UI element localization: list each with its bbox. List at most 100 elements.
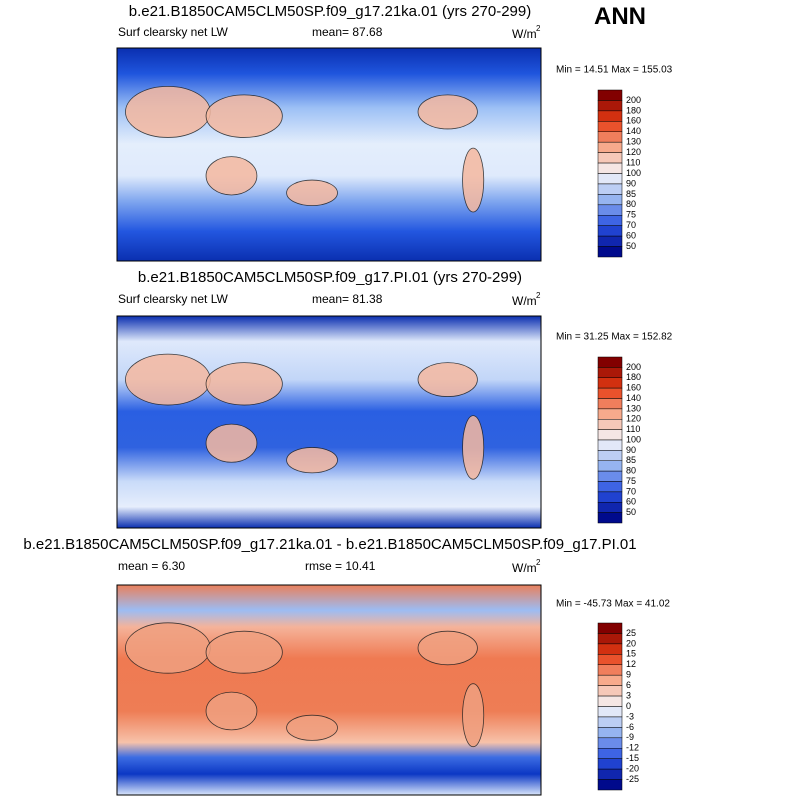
- colorbar-label: 25: [626, 628, 636, 638]
- land-region: [125, 622, 211, 674]
- units: W/m: [512, 294, 537, 308]
- panel-left-label: Surf clearsky net LW: [118, 25, 228, 39]
- colorbar-label: 85: [626, 189, 636, 199]
- colorbar-label: 85: [626, 455, 636, 465]
- colorbar-label: -20: [626, 764, 639, 774]
- colorbar-label: 130: [626, 137, 641, 147]
- colorbar-box: [597, 470, 623, 482]
- colorbar-box: [597, 502, 623, 513]
- colorbar-label: 130: [626, 403, 641, 413]
- colorbar-box: [597, 131, 623, 143]
- colorbar-label: 0: [626, 701, 631, 711]
- colorbar-box: [597, 162, 623, 174]
- colorbar-box: [597, 121, 623, 132]
- colorbar-label: 200: [626, 362, 641, 372]
- land-region: [462, 683, 485, 748]
- colorbar-box: [597, 215, 623, 226]
- colorbar-label: 50: [626, 241, 636, 251]
- colorbar-box: [597, 768, 623, 780]
- colorbar-label: 70: [626, 486, 636, 496]
- land-region: [205, 94, 283, 138]
- colorbar-label: -12: [626, 743, 639, 753]
- colorbar-box: [597, 685, 623, 697]
- colorbar-label: 160: [626, 116, 641, 126]
- colorbar-label: -3: [626, 711, 634, 721]
- colorbar-label: -6: [626, 722, 634, 732]
- colorbar-label: -9: [626, 732, 634, 742]
- land-region: [286, 447, 338, 474]
- colorbar-box: [597, 674, 623, 686]
- colorbar-box: [597, 491, 623, 503]
- land-region: [205, 423, 258, 463]
- colorbar-box: [597, 758, 623, 770]
- colorbar-label: 100: [626, 434, 641, 444]
- panel-left-label: Surf clearsky net LW: [118, 292, 228, 306]
- min-max: Min = 14.51 Max = 155.03: [556, 65, 673, 76]
- colorbar-label: 20: [626, 638, 636, 648]
- colorbar-box: [597, 633, 623, 645]
- map-frame: [116, 47, 542, 262]
- colorbar-box: [597, 387, 623, 399]
- colorbar-label: 60: [626, 497, 636, 507]
- colorbar-box: [597, 89, 623, 101]
- colorbar-label: 6: [626, 680, 631, 690]
- colorbar-box: [597, 439, 623, 451]
- colorbar-label: 80: [626, 466, 636, 476]
- colorbar-label: 70: [626, 220, 636, 230]
- land-region: [205, 156, 258, 196]
- colorbar-label: 100: [626, 168, 641, 178]
- land-region: [205, 691, 258, 731]
- colorbar-box: [597, 173, 623, 185]
- panel-title: b.e21.B1850CAM5CLM50SP.f09_g17.PI.01 (yr…: [138, 269, 522, 286]
- colorbar-box: [597, 100, 623, 112]
- season-label: ANN: [594, 3, 646, 30]
- colorbar-box: [597, 706, 623, 718]
- land-region: [417, 94, 478, 130]
- colorbar-label: 180: [626, 105, 641, 115]
- colorbar-label: 3: [626, 690, 631, 700]
- colorbar-box: [597, 183, 623, 195]
- units: W/m: [512, 27, 537, 41]
- units-sup: 2: [536, 24, 541, 33]
- colorbar-label: 90: [626, 445, 636, 455]
- land-region: [125, 353, 211, 406]
- colorbar-box: [597, 429, 623, 441]
- land-region: [205, 362, 283, 406]
- colorbar-box: [597, 664, 623, 676]
- colorbar-box: [597, 419, 623, 430]
- colorbar-label: 75: [626, 476, 636, 486]
- colorbar-box: [597, 695, 623, 707]
- land-region: [462, 415, 485, 480]
- map-frame: [116, 584, 542, 796]
- colorbar-box: [597, 246, 623, 258]
- colorbar-label: 15: [626, 649, 636, 659]
- colorbar-label: 140: [626, 393, 641, 403]
- colorbar-box: [597, 737, 623, 749]
- colorbar-box: [597, 225, 623, 237]
- colorbar-box: [597, 654, 623, 665]
- land-region: [417, 630, 478, 666]
- colorbar-label: 120: [626, 147, 641, 157]
- colorbar-label: 60: [626, 231, 636, 241]
- colorbar-box: [597, 779, 623, 791]
- colorbar-box: [597, 204, 623, 216]
- map-frame: [116, 315, 542, 529]
- colorbar-box: [597, 356, 623, 368]
- panel-title: b.e21.B1850CAM5CLM50SP.f09_g17.21ka.01 (…: [129, 3, 532, 20]
- colorbar-label: -15: [626, 753, 639, 763]
- colorbar-label: 110: [626, 424, 640, 434]
- colorbar-label: 75: [626, 210, 636, 220]
- colorbar-label: 140: [626, 126, 641, 136]
- panel-center-label: mean= 87.68: [312, 25, 383, 39]
- units-sup: 2: [536, 291, 541, 300]
- colorbar-box: [597, 460, 623, 472]
- land-region: [462, 147, 485, 213]
- colorbar-label: 80: [626, 199, 636, 209]
- colorbar-box: [597, 141, 623, 153]
- colorbar-box: [597, 152, 623, 164]
- colorbar-label: 90: [626, 178, 636, 188]
- land-region: [286, 179, 338, 207]
- colorbar-label: 180: [626, 372, 641, 382]
